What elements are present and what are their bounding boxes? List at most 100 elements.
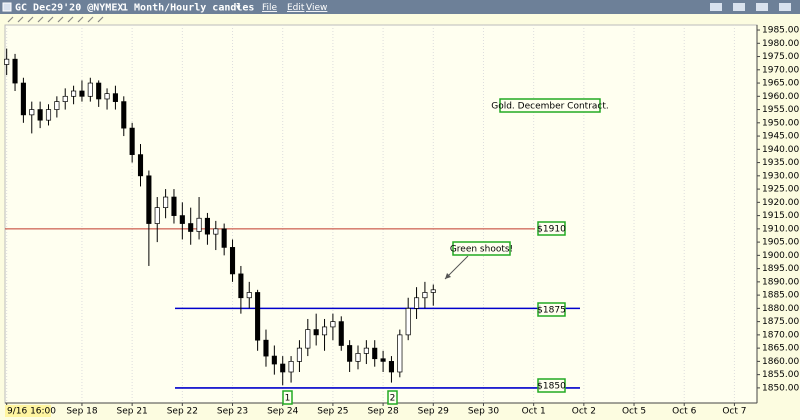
- y-tick-label: 1925.00: [762, 185, 799, 195]
- x-tick-label: Sep 29: [418, 407, 450, 417]
- candle-body: [414, 297, 420, 309]
- menu-item[interactable]: File: [262, 3, 278, 13]
- window-icon[interactable]: [2, 2, 12, 12]
- y-tick-label: 1955.00: [762, 105, 799, 115]
- candle-body: [137, 154, 144, 177]
- y-tick-label: 1920.00: [762, 198, 799, 208]
- annotation: Green shoots!: [450, 245, 513, 255]
- candle-body: [20, 82, 26, 116]
- window-button[interactable]: [733, 3, 745, 11]
- y-tick-label: 1950.00: [762, 118, 799, 128]
- candle-body: [221, 228, 227, 248]
- y-tick-label: 1945.00: [762, 132, 799, 142]
- candle-body: [246, 292, 252, 299]
- x-tick-label: Oct 2: [572, 407, 596, 417]
- y-tick-label: 1890.00: [762, 277, 799, 287]
- tool-icon[interactable]: [47, 16, 54, 23]
- y-tick-label: 1885.00: [762, 291, 799, 301]
- candle-body: [338, 321, 344, 346]
- candle-body: [4, 58, 10, 65]
- annotation: $1850: [537, 382, 566, 392]
- x-tick-label: Sep 28: [367, 407, 399, 417]
- menu: File Edit View: [262, 3, 327, 13]
- candle-body: [37, 109, 43, 121]
- tool-icon[interactable]: [7, 16, 14, 23]
- annotation-arrowhead: [445, 273, 451, 279]
- candle-body: [62, 95, 68, 102]
- x-tick-label: 9/16 16:00: [7, 407, 56, 417]
- annotation: $1875: [537, 306, 566, 316]
- candle-body: [238, 273, 244, 299]
- candle-body: [213, 228, 219, 235]
- candle-body: [288, 361, 294, 373]
- candle-body: [430, 289, 436, 293]
- y-tick-label: 1980.00: [762, 39, 799, 49]
- window-button[interactable]: [756, 3, 768, 11]
- tool-icon[interactable]: [77, 16, 84, 23]
- y-tick-label: 1850.00: [762, 383, 799, 393]
- y-tick-label: 1855.00: [762, 370, 799, 380]
- y-tick-label: 1880.00: [762, 304, 799, 314]
- tool-icon[interactable]: [67, 16, 74, 23]
- y-tick-label: 1870.00: [762, 330, 799, 340]
- x-tick-label: Sep 25: [317, 407, 348, 417]
- y-tick-label: 1865.00: [762, 344, 799, 354]
- menu-item[interactable]: View: [306, 3, 327, 13]
- candle-body: [229, 247, 236, 275]
- candle-body: [263, 339, 269, 357]
- tool-icon[interactable]: [27, 16, 34, 23]
- y-tick-label: 1875.00: [762, 317, 799, 327]
- y-tick-label: 1915.00: [762, 211, 799, 221]
- y-tick-label: 1960.00: [762, 92, 799, 102]
- title-bar: [0, 0, 800, 14]
- y-tick-label: 1985.00: [762, 26, 799, 36]
- candle-body: [179, 215, 185, 224]
- annotation-box: [537, 378, 566, 393]
- candle-body: [313, 329, 319, 336]
- candle-body: [29, 109, 35, 116]
- x-tick-label: Oct 5: [622, 407, 646, 417]
- annotation-box: [387, 390, 398, 405]
- candle-body: [87, 82, 93, 97]
- candle-body: [129, 127, 135, 155]
- toolbar: [0, 14, 800, 25]
- candle-body: [271, 355, 277, 365]
- annotation: Gold. December Contract.: [491, 102, 609, 112]
- candle-body: [163, 196, 169, 208]
- x-tick-label-bg: [5, 405, 51, 417]
- tool-icon[interactable]: [87, 16, 94, 23]
- chart-title: GC Dec29'20 @NYMEX: [15, 3, 123, 14]
- annotation-box: [282, 390, 293, 405]
- x-tick-label: Oct 1: [522, 407, 546, 417]
- x-tick-label: Sep 21: [117, 407, 148, 417]
- tool-icon[interactable]: [97, 16, 104, 23]
- y-tick-label: 1905.00: [762, 238, 799, 248]
- candle-body: [330, 321, 336, 328]
- tool-icon[interactable]: [37, 16, 44, 23]
- candle-body: [280, 363, 286, 373]
- candle-body: [96, 82, 102, 100]
- annotation-box: [452, 241, 511, 256]
- candle-body: [380, 358, 386, 362]
- window-controls: [710, 3, 791, 11]
- candle-body: [355, 353, 361, 362]
- y-tick-label: 1930.00: [762, 171, 799, 181]
- window-button[interactable]: [710, 3, 722, 11]
- tool-icon[interactable]: [57, 16, 64, 23]
- candle-body: [146, 175, 152, 224]
- plot-area: [4, 24, 758, 404]
- annotation-box: [537, 302, 566, 317]
- window-button[interactable]: [779, 3, 791, 11]
- candle-body: [12, 58, 18, 84]
- dropdown-arrow[interactable]: ▾: [236, 3, 241, 13]
- y-tick-label: 1860.00: [762, 357, 799, 367]
- annotation: 1: [285, 394, 291, 404]
- menu-item[interactable]: Edit: [287, 3, 305, 13]
- x-tick-label: Sep 24: [267, 407, 299, 417]
- annotation-box: [537, 221, 566, 236]
- candle-body: [296, 347, 302, 362]
- x-tick-label: Sep 30: [468, 407, 500, 417]
- tool-icon[interactable]: [17, 16, 24, 23]
